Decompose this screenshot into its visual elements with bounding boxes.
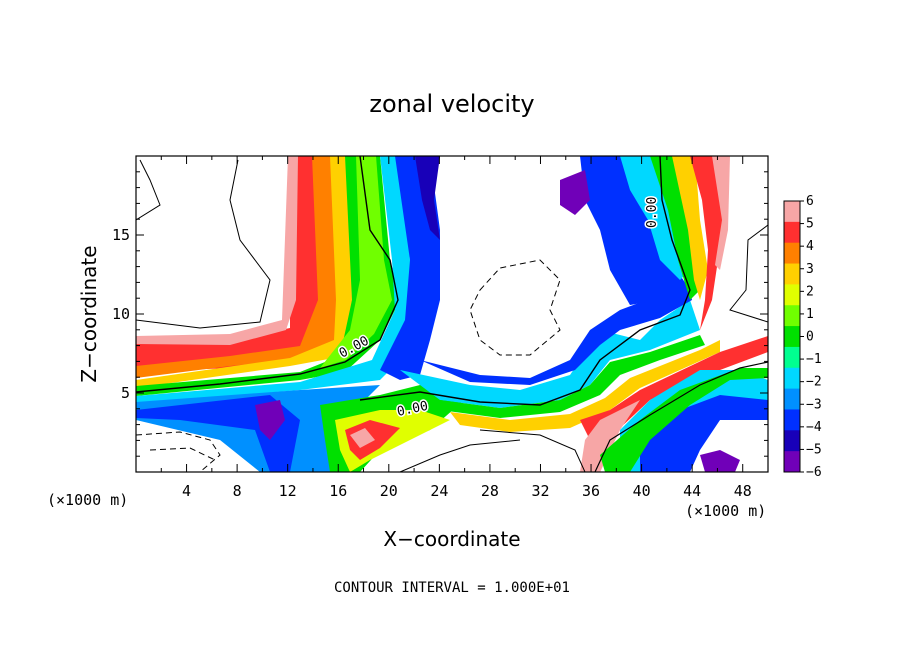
x-tick-label: 36 [582, 482, 600, 500]
jet-center-purple [415, 156, 440, 240]
lower-right-purple [700, 450, 740, 472]
right-column-red [690, 156, 725, 330]
colorbar-tick-label: 3 [806, 262, 814, 277]
band-yellow [450, 340, 720, 432]
y-tick-label: 5 [121, 384, 130, 402]
colorbar-tick-label: −3 [806, 397, 822, 412]
band-cyan [400, 300, 700, 408]
colorbar-segment [784, 367, 800, 390]
contour-line-dashed-lower-left [136, 431, 221, 472]
colorbar-tick-label: −5 [806, 442, 822, 457]
contour-line-dashed-lower-left-2 [149, 447, 216, 461]
x-axis-ticks: 4 8 12 16 20 24 28 32 36 40 44 48 [160, 156, 752, 500]
band-blue [420, 290, 692, 385]
jet-center-lightgreen [320, 156, 392, 368]
colorbar-tick-label: 6 [806, 194, 814, 209]
jet-left-orange [136, 156, 346, 378]
right-column-yellow [672, 156, 708, 300]
x-unit-right: (×1000 m) [685, 502, 766, 520]
lower-right-green [600, 368, 768, 472]
jet-center-blue [380, 156, 440, 380]
contour-line-right-edge [729, 224, 768, 323]
contour-line-left-hill [136, 159, 271, 329]
x-tick-label: 48 [734, 482, 752, 500]
x-tick-label: 8 [233, 482, 242, 500]
colorbar-segment [784, 388, 800, 410]
colorbar-segment [784, 201, 800, 223]
contour-line-upper-left [136, 159, 161, 221]
right-column-blue [580, 156, 690, 305]
x-tick-label: 24 [430, 482, 448, 500]
lower-right-blue [640, 395, 768, 472]
colorbar-tick-label: 5 [806, 217, 814, 232]
band-green [440, 335, 705, 418]
colorbar-tick-label: 4 [806, 239, 814, 254]
colorbar-tick-label: 2 [806, 284, 814, 299]
y-tick-label: 15 [112, 226, 130, 244]
lower-pink [350, 428, 375, 448]
heatmap-field: 0.00 0.00 0.00 [136, 156, 768, 472]
x-tick-label: 16 [329, 482, 347, 500]
contour-line-main [136, 156, 399, 393]
x-tick-label: 40 [633, 482, 651, 500]
jet-left-red [136, 156, 360, 372]
colorbar-segment [784, 451, 800, 473]
colorbar-segment [784, 242, 800, 265]
colorbar-tick-label: −4 [806, 420, 822, 435]
contour-interval-note: CONTOUR INTERVAL = 1.000E+01 [334, 580, 570, 596]
contour-line-bottom-hump [399, 439, 521, 472]
colorbar-segment [784, 263, 800, 285]
colorbar-tick-label: 1 [806, 307, 814, 322]
y-axis-label: Z−coordinate [77, 245, 101, 382]
right-column-pink [712, 156, 730, 270]
colorbar-tick-label: −6 [806, 465, 822, 480]
contour-line-lower-right [594, 361, 768, 472]
jet-center-cyan [136, 156, 420, 404]
colorbar-segment [784, 430, 800, 452]
colorbar-tick-label: −2 [806, 375, 822, 390]
contour-line-dashed-blob [469, 259, 561, 356]
chart-title: zonal velocity [369, 90, 534, 118]
colorbar-tick-label: 0 [806, 330, 814, 345]
colorbar-segment [784, 305, 800, 327]
jet-left-pink [136, 156, 298, 345]
right-column-cyan [620, 156, 690, 280]
x-axis-label: X−coordinate [383, 527, 520, 551]
lower-left-purple [255, 400, 285, 440]
right-column-green [650, 156, 700, 300]
colorbar-segment [784, 221, 800, 244]
right-column-purple [560, 170, 590, 215]
x-tick-label: 12 [279, 482, 297, 500]
y-axis-ticks: 5 10 15 [112, 171, 768, 457]
x-tick-label: 20 [380, 482, 398, 500]
contour-label-3: 0.00 [645, 197, 660, 228]
band-pink [580, 400, 640, 472]
colorbar-segment [784, 409, 800, 431]
colorbar-segment [784, 326, 800, 348]
x-tick-label: 32 [531, 482, 549, 500]
colorbar-segment [784, 346, 800, 369]
x-tick-label: 44 [683, 482, 701, 500]
colorbar: 6 5 4 3 2 1 0 −1 −2 −3 −4 −5 −6 [783, 194, 822, 480]
x-tick-label: 4 [182, 482, 191, 500]
colorbar-tick-label: −1 [806, 352, 822, 367]
colorbar-segment [784, 284, 800, 306]
contour-line-band [359, 156, 691, 406]
x-unit-left: (×1000 m) [47, 491, 128, 509]
contour-line-bottom-right [479, 429, 586, 472]
y-tick-label: 10 [112, 305, 130, 323]
x-tick-label: 28 [481, 482, 499, 500]
